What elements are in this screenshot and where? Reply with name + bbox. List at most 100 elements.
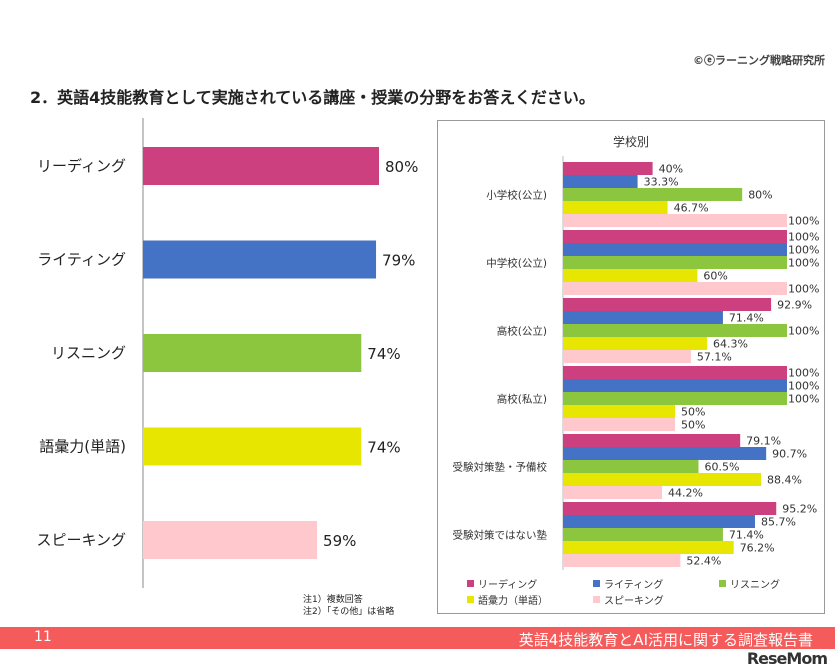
category-label: 高校(私立) <box>497 393 547 406</box>
bar <box>563 256 787 269</box>
data-label: 79% <box>382 252 415 270</box>
chart-title: 学校別 <box>613 134 649 149</box>
category-label: ライティング <box>37 251 126 269</box>
data-label: 71.4% <box>729 529 764 542</box>
legend-label: リーディング <box>478 578 537 591</box>
legend-label: 語彙力（単語） <box>478 594 548 607</box>
bar <box>563 473 762 486</box>
overall-chart: リーディング 80% ライティング 79% リスニング 74% 語彙力(単語) 74% スピーキ… <box>36 118 418 588</box>
bar <box>563 188 743 201</box>
bar <box>563 486 663 499</box>
bar <box>563 201 668 214</box>
page-number: 11 <box>34 629 52 645</box>
bar <box>563 324 787 337</box>
data-label: 100% <box>788 231 819 244</box>
bar <box>563 298 772 311</box>
note-1: 注1）複数回答 <box>303 595 363 605</box>
data-label: 90.7% <box>772 448 807 461</box>
bar <box>563 243 787 256</box>
resemom-logo: ReseMom <box>746 649 828 668</box>
bar <box>563 392 787 405</box>
bar <box>563 282 787 295</box>
bar <box>563 379 787 392</box>
category-label: 高校(公立) <box>497 325 547 338</box>
data-label: 80% <box>748 189 772 202</box>
bar <box>563 350 691 363</box>
bar <box>563 269 698 282</box>
category-label: 受験対策ではない塾 <box>453 529 548 542</box>
data-label: 74% <box>367 345 400 363</box>
legend-label: ライティング <box>604 578 663 591</box>
bar <box>563 528 723 541</box>
data-label: 50% <box>681 406 705 419</box>
legend-swatch <box>593 580 600 587</box>
bar <box>143 240 377 279</box>
data-label: 50% <box>681 419 705 432</box>
data-label: 100% <box>788 367 819 380</box>
data-label: 60% <box>703 270 727 283</box>
data-label: 100% <box>788 283 819 296</box>
data-label: 92.9% <box>777 299 812 312</box>
bar <box>143 147 379 185</box>
data-label: 100% <box>788 244 819 257</box>
legend-swatch <box>467 596 474 603</box>
data-label: 60.5% <box>705 461 740 474</box>
bar <box>563 230 787 243</box>
category-label: 受験対策塾・予備校 <box>453 461 548 474</box>
legend-label: スピーキング <box>604 594 664 607</box>
bar <box>563 162 653 175</box>
legend-label: リスニング <box>730 578 780 591</box>
bar <box>563 311 723 324</box>
school-chart-frame <box>437 120 825 614</box>
bar <box>563 502 777 515</box>
data-label: 71.4% <box>729 312 764 325</box>
bar <box>563 175 638 188</box>
bar <box>563 554 681 567</box>
bar <box>563 447 767 460</box>
bar <box>143 427 362 466</box>
data-label: 74% <box>367 439 400 457</box>
bar <box>563 214 787 227</box>
data-label: 64.3% <box>713 338 748 351</box>
bar <box>563 366 787 379</box>
bar <box>563 515 755 528</box>
note-2: 注2）「その他」は省略 <box>303 607 395 617</box>
data-label: 95.2% <box>782 503 817 516</box>
bar <box>563 337 708 350</box>
data-label: 57.1% <box>697 351 732 364</box>
bar <box>563 541 734 554</box>
bar <box>563 434 741 447</box>
page-title: 2．英語4技能教育として実施されている講座・授業の分野をお答えください。 <box>30 88 595 107</box>
data-label: 100% <box>788 325 819 338</box>
category-label: 語彙力(単語) <box>39 438 126 456</box>
legend-swatch <box>467 580 474 587</box>
data-label: 46.7% <box>674 202 709 215</box>
legend-swatch <box>593 596 600 603</box>
data-label: 52.4% <box>686 555 721 568</box>
category-label: 中学校(公立) <box>486 257 547 270</box>
data-label: 44.2% <box>668 487 703 500</box>
copyright: ©ⓔラーニング戦略研究所 <box>693 54 825 67</box>
data-label: 40% <box>659 163 683 176</box>
legend-swatch <box>719 580 726 587</box>
bar <box>563 405 675 418</box>
data-label: 76.2% <box>740 542 775 555</box>
data-label: 100% <box>788 257 819 270</box>
data-label: 100% <box>788 215 819 228</box>
bar <box>563 460 699 473</box>
data-label: 59% <box>323 532 356 550</box>
category-label: リーディング <box>37 157 126 175</box>
category-label: スピーキング <box>36 531 126 549</box>
data-label: 80% <box>385 158 418 176</box>
data-label: 100% <box>788 380 819 393</box>
bar <box>563 418 675 431</box>
bar <box>143 334 362 372</box>
data-label: 100% <box>788 393 819 406</box>
category-label: リスニング <box>51 344 126 362</box>
data-label: 33.3% <box>644 176 679 189</box>
data-label: 88.4% <box>767 474 802 487</box>
data-label: 85.7% <box>761 516 796 529</box>
bar <box>143 521 318 559</box>
data-label: 79.1% <box>746 435 781 448</box>
